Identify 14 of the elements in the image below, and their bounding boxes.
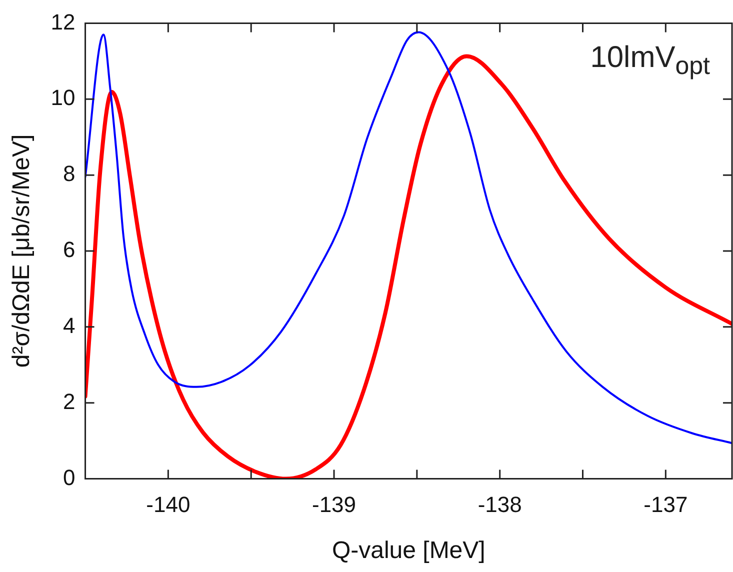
y-tick-label: 2: [63, 388, 76, 414]
x-tick-label: -139: [312, 492, 356, 518]
y-axis-title: d²σ/dΩdE [μb/sr/MeV]: [8, 134, 36, 368]
x-tick-label: -137: [644, 492, 688, 518]
y-tick-label: 12: [50, 9, 76, 34]
y-tick-label: 10: [50, 85, 76, 110]
x-axis-title: Q-value [MeV]: [332, 537, 486, 564]
annotation: 10lmV$_{opt}$: [590, 41, 710, 82]
y-tick-label: 8: [63, 161, 76, 186]
y-tick-label: 0: [63, 464, 76, 490]
x-tick-label: -140: [146, 492, 190, 518]
x-tick-label: -138: [478, 492, 522, 518]
y-tick-label: 4: [63, 312, 76, 338]
y-tick-label: 6: [63, 237, 76, 262]
